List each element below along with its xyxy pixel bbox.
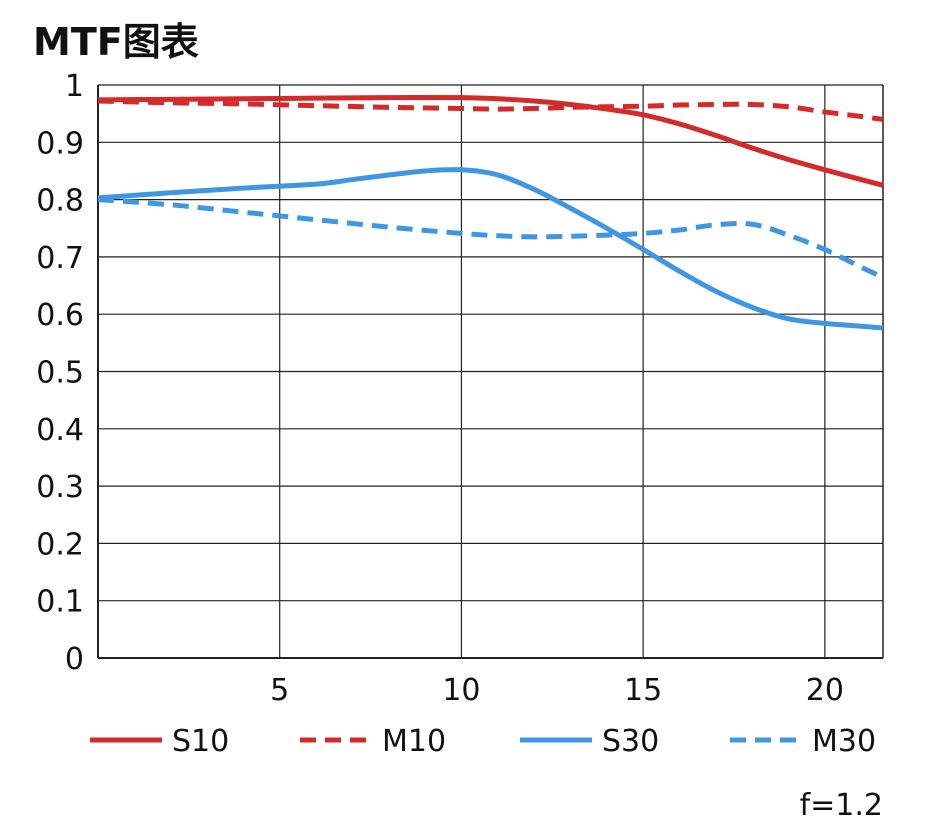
- aperture-annotation: f=1.2: [800, 788, 883, 823]
- x-tick-label: 10: [442, 673, 480, 708]
- series-m10-line: [97, 98, 884, 122]
- chart-title: MTF图表: [33, 20, 199, 64]
- y-tick-label: 0.9: [36, 126, 84, 161]
- legend-label-m30: M30: [812, 724, 876, 759]
- y-tick-label: 0.6: [36, 298, 84, 333]
- y-tick-label: 0.7: [36, 241, 84, 276]
- legend-label-m10: M10: [382, 724, 446, 759]
- y-tick-label: 1: [65, 69, 84, 104]
- y-tick-label: 0.8: [36, 184, 84, 219]
- y-tick-label: 0.1: [36, 585, 84, 620]
- y-tick-label: 0: [65, 642, 84, 677]
- y-tick-label: 0.2: [36, 527, 84, 562]
- series-s30-line: [97, 167, 884, 331]
- series-lines: [97, 94, 885, 331]
- tick-labels: 00.10.20.30.40.50.60.70.80.915 10 15 20: [36, 69, 844, 708]
- x-tick-label: 15: [624, 673, 662, 708]
- legend: S10 M10 S30 M30: [90, 724, 876, 759]
- y-tick-label: 0.5: [36, 356, 84, 391]
- axes: [97, 85, 884, 659]
- grid: [98, 84, 883, 659]
- series-m30-line: [97, 197, 885, 280]
- legend-label-s10: S10: [172, 724, 229, 759]
- x-tick-label: 20: [806, 673, 844, 708]
- legend-label-s30: S30: [602, 724, 659, 759]
- y-tick-label: 0.3: [36, 470, 84, 505]
- x-tick-label: 5: [270, 673, 289, 708]
- y-tick-label: 0.4: [36, 413, 84, 448]
